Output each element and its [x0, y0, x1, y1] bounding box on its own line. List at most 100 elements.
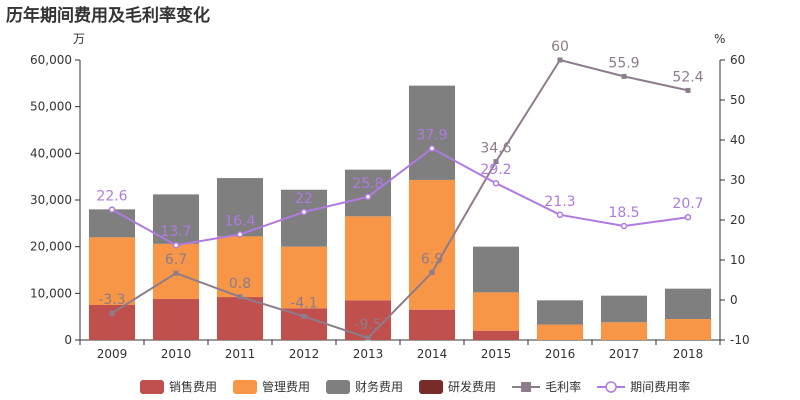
legend-label-2: 财务费用: [355, 379, 403, 394]
data-label-0-3: -4.1: [290, 295, 317, 311]
bar-2-7: [536, 300, 584, 325]
right-axis-unit: %: [714, 32, 725, 46]
data-label-1-8: 18.5: [608, 205, 639, 221]
data-label-1-9: 20.7: [672, 196, 703, 212]
line-marker-1-5: [428, 145, 436, 152]
data-label-0-1: 6.7: [165, 252, 187, 268]
line-marker-0-7: [557, 57, 563, 63]
right-axis-tick-label: 10: [730, 253, 745, 267]
bar-0-6: [472, 330, 520, 340]
legend-marker-1: [605, 381, 617, 393]
data-label-0-8: 55.9: [608, 55, 639, 71]
bar-1-2: [216, 236, 264, 298]
line-marker-1-9: [684, 213, 692, 221]
x-axis-tick-label: 2017: [609, 347, 640, 361]
bar-1-8: [600, 322, 648, 340]
bar-1-7: [536, 324, 584, 340]
right-axis-tick-label: 20: [730, 213, 745, 227]
legend-swatch-3: [419, 380, 444, 394]
bar-0-2: [216, 297, 264, 340]
bar-0-1: [152, 298, 200, 340]
data-label-1-3: 22: [295, 191, 313, 207]
line-marker-1-2: [236, 231, 244, 238]
legend-swatch-1: [233, 380, 258, 394]
right-axis-tick-label: 50: [730, 93, 745, 107]
line-marker-0-1: [173, 270, 179, 276]
left-axis-tick-label: 60,000: [30, 53, 72, 67]
data-label-1-5: 37.9: [416, 127, 447, 143]
x-axis-tick-label: 2009: [97, 347, 128, 361]
right-axis-tick-label: 40: [730, 133, 745, 147]
data-label-0-6: 34.6: [480, 141, 511, 157]
left-axis-tick-label: 0: [64, 333, 72, 347]
bar-2-9: [664, 288, 712, 319]
legend-label-1: 管理费用: [262, 379, 310, 394]
line-marker-1-3: [300, 208, 308, 216]
x-axis-tick-label: 2011: [225, 347, 256, 361]
left-axis-tick-label: 20,000: [30, 240, 72, 254]
bar-1-6: [472, 292, 520, 331]
bar-1-9: [664, 319, 712, 340]
line-marker-0-9: [685, 87, 691, 93]
data-label-0-0: -3.3: [98, 292, 125, 308]
bar-2-2: [216, 178, 264, 237]
data-label-1-6: 29.2: [480, 162, 511, 178]
right-axis-tick-label: 0: [730, 293, 738, 307]
x-axis-tick-label: 2018: [673, 347, 704, 361]
x-axis-tick-label: 2013: [353, 347, 384, 361]
legend: 销售费用 管理费用 财务费用 研发费用 毛利率 期间费用率: [140, 379, 690, 394]
x-axis-tick-label: 2015: [481, 347, 512, 361]
bar-0-5: [408, 309, 456, 340]
bar-0-3: [280, 308, 328, 340]
line-series-1: [111, 147, 689, 247]
line-marker-1-4: [364, 193, 372, 201]
line-series-0: [111, 58, 689, 340]
legend-line-label-1: 期间费用率: [630, 379, 690, 394]
data-label-0-5: 6.9: [421, 251, 443, 267]
line-marker-1-1: [172, 241, 180, 249]
legend-marker-0: [521, 382, 532, 392]
line-marker-0-8: [621, 73, 627, 79]
x-axis-tick-label: 2016: [545, 347, 576, 361]
left-axis-tick-label: 30,000: [30, 193, 72, 207]
legend-line-label-0: 毛利率: [545, 379, 581, 394]
bar-1-0: [88, 237, 136, 305]
line-marker-0-0: [109, 310, 115, 316]
line-marker-0-4: [365, 335, 371, 341]
legend-swatch-2: [326, 380, 351, 394]
data-label-1-0: 22.6: [96, 189, 127, 205]
bar-2-4: [344, 169, 392, 217]
bar-2-5: [408, 85, 456, 180]
data-label-0-9: 52.4: [672, 69, 703, 85]
plot-area: 0 10,000 20,000 30,000 40,000 50,000 60,000 -10…: [30, 39, 750, 361]
line-marker-1-7: [556, 211, 564, 219]
data-label-0-2: 0.8: [229, 276, 251, 292]
legend-label-3: 研发费用: [448, 379, 496, 394]
bar-2-6: [472, 246, 520, 293]
left-axis-tick-label: 40,000: [30, 146, 72, 160]
line-marker-0-5: [429, 269, 435, 275]
bar-2-8: [600, 295, 648, 323]
legend-label-0: 销售费用: [169, 379, 217, 394]
x-axis-tick-label: 2012: [289, 347, 320, 361]
right-axis-tick-label: 60: [730, 53, 745, 67]
data-label-1-7: 21.3: [544, 194, 575, 210]
bar-0-0: [88, 305, 136, 340]
line-marker-1-6: [492, 179, 500, 187]
bar-1-3: [280, 246, 328, 309]
right-axis-tick-label: 30: [730, 173, 745, 187]
data-label-0-7: 60: [551, 39, 569, 55]
right-axis-tick-label: -10: [730, 333, 750, 347]
line-marker-0-3: [301, 313, 307, 319]
left-axis-unit: 万: [73, 32, 85, 46]
x-axis-tick-label: 2010: [161, 347, 192, 361]
line-marker-1-0: [108, 206, 116, 213]
bar-1-4: [344, 216, 392, 301]
data-label-1-1: 13.7: [160, 224, 191, 240]
line-marker-0-2: [237, 294, 243, 300]
data-label-1-2: 16.4: [224, 213, 255, 229]
left-axis-tick-label: 10,000: [30, 286, 72, 300]
left-axis-tick-label: 50,000: [30, 100, 72, 114]
x-axis-tick-label: 2014: [417, 347, 448, 361]
